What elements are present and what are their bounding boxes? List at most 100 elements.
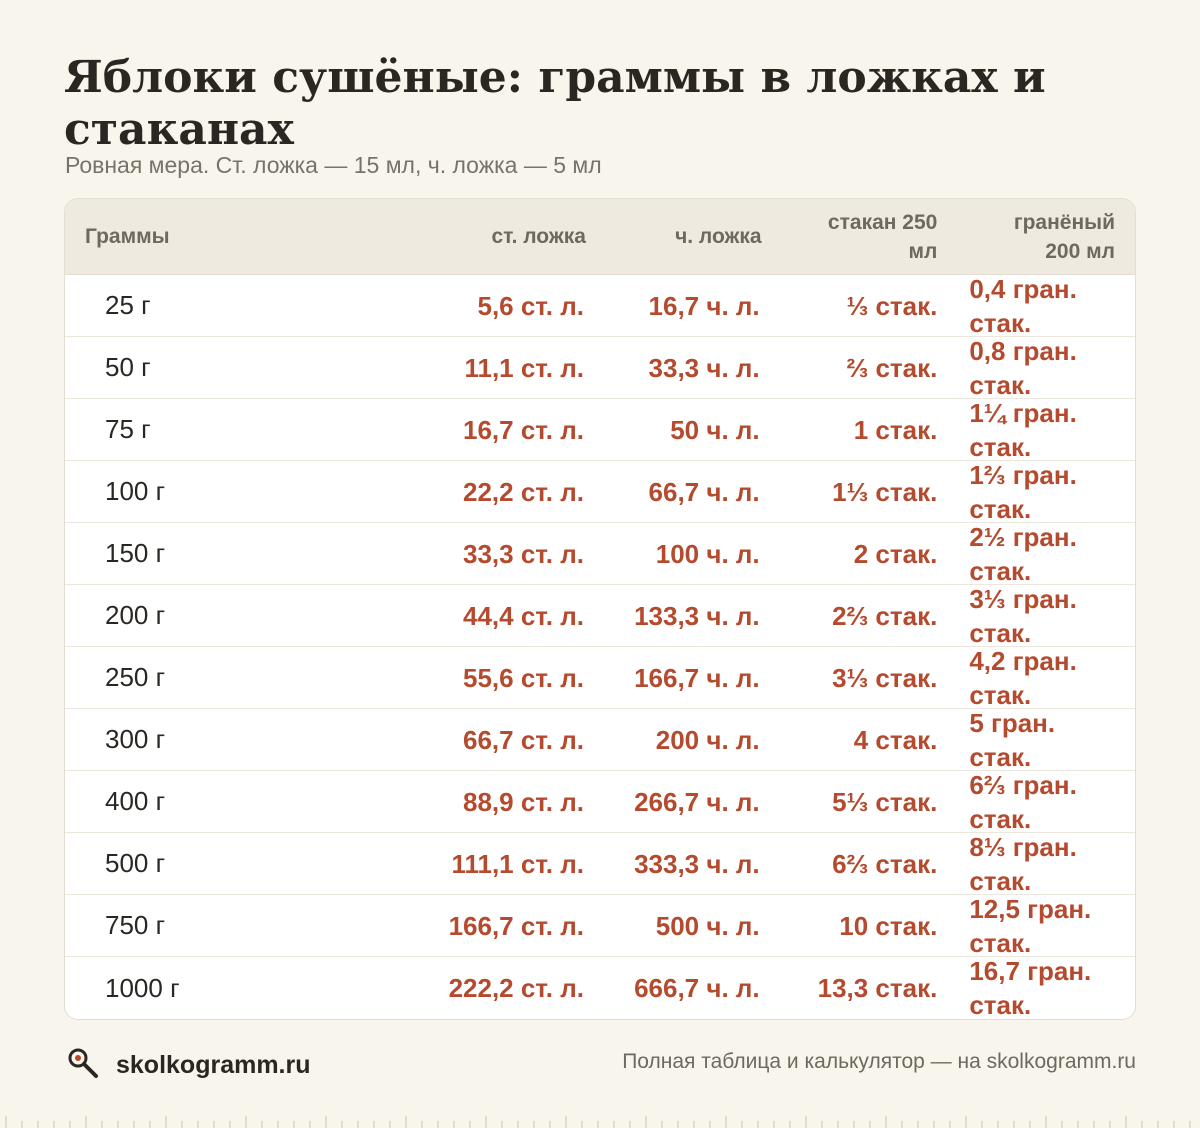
cell-glass-250: 5⅓ стак.	[782, 771, 958, 832]
cell-value: 1⅓ стак.	[832, 476, 938, 507]
cell-value: 4,2 гран. стак.	[969, 645, 1077, 710]
ruler-decoration	[5, 1116, 1191, 1128]
cell-faceted-glass-200: 12,5 гран. стак.	[957, 894, 1135, 958]
table-row: 50 г 11,1 ст. л. 33,3 ч. л. ⅔ стак. 0,8 гран…	[65, 336, 1135, 400]
table-body: 25 г 5,6 ст. л. 16,7 ч. л. ⅓ стак. 0,4 гран.…	[65, 274, 1135, 1020]
cell-value: 166,7 ч. л.	[634, 662, 760, 693]
cell-glass-250: ⅓ стак.	[782, 275, 958, 336]
cell-value: 33,3 ст. л.	[463, 538, 584, 569]
cell-value: 44,4 ст. л.	[463, 600, 584, 631]
header-grams: Граммы	[65, 199, 428, 274]
table-row: 400 г 88,9 ст. л. 266,7 ч. л. 5⅓ стак. 6⅔ гр…	[65, 769, 1135, 834]
cell-value: 200 ч. л.	[655, 724, 760, 755]
cell-glass-250: 3⅓ стак.	[782, 647, 958, 708]
cell-value: ⅔ стак.	[846, 352, 938, 383]
cell-teaspoon: 33,3 ч. л.	[606, 337, 782, 398]
table-header: Граммы ст. ложка ч. ложка стакан 250 мл …	[65, 199, 1135, 275]
cell-value: 6⅔ стак.	[832, 848, 938, 879]
cell-teaspoon: 266,7 ч. л.	[606, 771, 782, 832]
cell-tablespoon: 55,6 ст. л.	[428, 647, 606, 708]
table-row: 750 г 166,7 ст. л. 500 ч. л. 10 стак. 12,5 г…	[65, 894, 1135, 958]
cell-teaspoon: 50 ч. л.	[606, 399, 782, 460]
cell-value: 5,6 ст. л.	[477, 290, 584, 321]
cell-value: 50 г	[105, 352, 151, 382]
cell-grams: 150 г	[65, 523, 428, 584]
cell-grams: 1000 г	[65, 957, 428, 1019]
cell-value: 250 г	[105, 662, 166, 692]
cell-glass-250: 2⅔ стак.	[782, 585, 958, 646]
cell-value: 222,2 ст. л.	[448, 973, 584, 1003]
cell-faceted-glass-200: 3⅓ гран. стак.	[957, 584, 1135, 648]
cell-value: 22,2 ст. л.	[463, 476, 584, 507]
cell-glass-250: 6⅔ стак.	[782, 833, 958, 894]
cell-value: 4 стак.	[853, 724, 938, 755]
cell-value: 12,5 гран. стак.	[969, 893, 1092, 958]
cell-tablespoon: 33,3 ст. л.	[428, 523, 606, 584]
cell-value: 88,9 ст. л.	[463, 786, 584, 817]
cell-teaspoon: 333,3 ч. л.	[606, 833, 782, 894]
cell-value: 3⅓ гран. стак.	[969, 583, 1077, 648]
cell-value: 1000 г	[105, 972, 180, 1003]
cell-value: 666,7 ч. л.	[634, 973, 760, 1003]
cell-value: 2⅔ стак.	[832, 600, 938, 631]
cell-faceted-glass-200: 5 гран. стак.	[957, 708, 1135, 772]
table-row: 75 г 16,7 ст. л. 50 ч. л. 1 стак. 1¼ гран. с…	[65, 398, 1135, 462]
cell-value: 100 ч. л.	[655, 538, 760, 569]
cell-value: 500 г	[105, 848, 166, 878]
header-tablespoon-label: ст. ложка	[491, 225, 586, 248]
cell-tablespoon: 88,9 ст. л.	[428, 771, 606, 832]
cell-value: 1¼ гран. стак.	[969, 397, 1077, 462]
table-row: 25 г 5,6 ст. л. 16,7 ч. л. ⅓ стак. 0,4 гран.…	[65, 274, 1135, 338]
cell-tablespoon: 5,6 ст. л.	[428, 275, 606, 336]
footer-logo: skolkogramm.ru	[66, 1046, 311, 1085]
cell-grams: 500 г	[65, 833, 428, 894]
cell-grams: 200 г	[65, 585, 428, 646]
cell-value: 133,3 ч. л.	[634, 600, 760, 631]
cell-tablespoon: 222,2 ст. л.	[428, 957, 606, 1019]
header-glass-250: стакан 250 мл	[782, 199, 958, 274]
cell-value: ⅓ стак.	[846, 290, 938, 321]
cell-teaspoon: 66,7 ч. л.	[606, 461, 782, 522]
table-row: 150 г 33,3 ст. л. 100 ч. л. 2 стак. 2½ гран.…	[65, 521, 1135, 586]
cell-teaspoon: 200 ч. л.	[606, 709, 782, 770]
cell-value: 66,7 ч. л.	[648, 476, 760, 507]
cell-faceted-glass-200: 1¼ гран. стак.	[957, 398, 1135, 462]
cell-faceted-glass-200: 8⅓ гран. стак.	[957, 832, 1135, 896]
cell-value: 1⅔ гран. стак.	[969, 459, 1077, 524]
cell-value: 200 г	[105, 600, 166, 630]
footer-note: Полная таблица и калькулятор — на skolko…	[622, 1050, 1136, 1073]
cell-value: 400 г	[105, 786, 166, 816]
cell-glass-250: 1⅓ стак.	[782, 461, 958, 522]
cell-faceted-glass-200: 16,7 гран. стак.	[957, 956, 1135, 1020]
cell-faceted-glass-200: 0,8 гран. стак.	[957, 336, 1135, 400]
cell-value: 3⅓ стак.	[832, 662, 938, 693]
cell-teaspoon: 16,7 ч. л.	[606, 275, 782, 336]
cell-teaspoon: 133,3 ч. л.	[606, 585, 782, 646]
cell-value: 2½ гран. стак.	[969, 521, 1077, 586]
cell-grams: 250 г	[65, 647, 428, 708]
cell-tablespoon: 111,1 ст. л.	[428, 833, 606, 894]
table-row: 100 г 22,2 ст. л. 66,7 ч. л. 1⅓ стак. 1⅔ гра…	[65, 460, 1135, 524]
cell-value: 55,6 ст. л.	[463, 662, 584, 693]
cell-value: 16,7 гран. стак.	[969, 956, 1092, 1020]
cell-grams: 25 г	[65, 275, 428, 336]
cell-glass-250: ⅔ стак.	[782, 337, 958, 398]
cell-value: 1 стак.	[853, 414, 938, 445]
cell-faceted-glass-200: 4,2 гран. стак.	[957, 646, 1135, 710]
cell-value: 66,7 ст. л.	[463, 724, 584, 755]
cell-glass-250: 13,3 стак.	[782, 957, 958, 1019]
table-row: 300 г 66,7 ст. л. 200 ч. л. 4 стак. 5 гран. …	[65, 708, 1135, 772]
cell-value: 750 г	[105, 910, 166, 940]
cell-teaspoon: 166,7 ч. л.	[606, 647, 782, 708]
cell-glass-250: 4 стак.	[782, 709, 958, 770]
cell-faceted-glass-200: 1⅔ гран. стак.	[957, 460, 1135, 524]
cell-value: 5 гран. стак.	[969, 707, 1056, 772]
page-subtitle: Ровная мера. Ст. ложка — 15 мл, ч. ложка…	[65, 152, 602, 178]
cell-value: 166,7 ст. л.	[448, 910, 584, 941]
cell-teaspoon: 500 ч. л.	[606, 895, 782, 956]
cell-value: 6⅔ гран. стак.	[969, 769, 1077, 834]
table-row: 200 г 44,4 ст. л. 133,3 ч. л. 2⅔ стак. 3⅓ гр…	[65, 584, 1135, 648]
cell-grams: 100 г	[65, 461, 428, 522]
cell-value: 50 ч. л.	[670, 414, 760, 445]
cell-grams: 400 г	[65, 771, 428, 832]
